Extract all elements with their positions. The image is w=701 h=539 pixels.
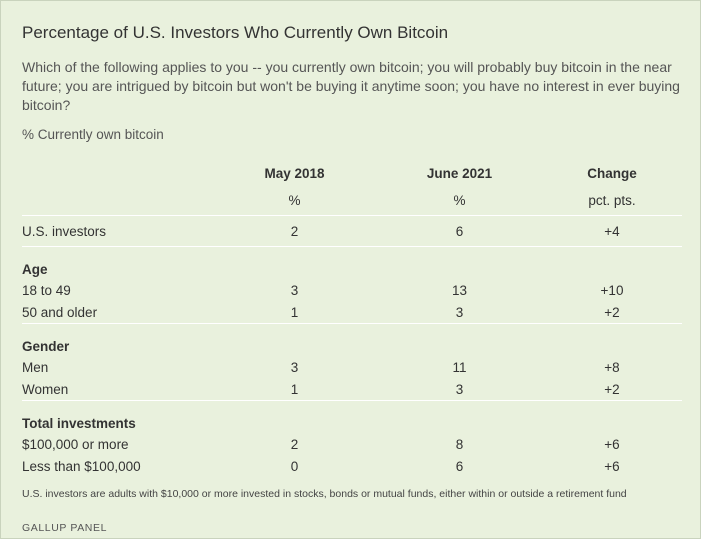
- cell-value: 1: [212, 301, 377, 324]
- cell-value: +2: [542, 301, 682, 324]
- group-header-gender: Gender: [22, 339, 70, 354]
- group-header-row: Total investments: [22, 401, 682, 434]
- table-row: 18 to 49 3 13 +10: [22, 279, 682, 301]
- header-row: May 2018 June 2021 Change: [22, 161, 682, 185]
- cell-value: 3: [377, 301, 542, 324]
- row-label: 18 to 49: [22, 282, 71, 298]
- unit-row: % % pct. pts.: [22, 185, 682, 216]
- survey-question: Which of the following applies to you --…: [22, 59, 680, 113]
- unit-may-2018: %: [212, 185, 377, 216]
- table-row: Less than $100,000 0 6 +6: [22, 455, 682, 477]
- cell-value: 13: [451, 282, 468, 298]
- row-label: Men: [22, 359, 49, 375]
- row-label: Women: [22, 378, 212, 401]
- group-header-row: Gender: [22, 324, 682, 357]
- row-label: $100,000 or more: [22, 436, 129, 452]
- table-row: U.S. investors 2 6 +4: [22, 215, 682, 247]
- row-label: Less than $100,000: [22, 458, 141, 474]
- cell-value: 3: [290, 282, 299, 298]
- unit-empty: [22, 185, 212, 216]
- column-header-may-2018: May 2018: [264, 165, 325, 181]
- cell-value: 2: [290, 436, 299, 452]
- source-label: GALLUP PANEL: [22, 522, 108, 534]
- cell-value: +2: [542, 378, 682, 401]
- group-header-total-investments: Total investments: [22, 416, 136, 431]
- table-subtitle: % Currently own bitcoin: [22, 127, 164, 142]
- data-table-container: May 2018 June 2021 Change % % pct. pts. …: [22, 161, 682, 477]
- table-row: Men 3 11 +8: [22, 356, 682, 378]
- cell-value: 6: [455, 458, 464, 474]
- table-row: 50 and older 1 3 +2: [22, 301, 682, 324]
- cell-value: 0: [290, 458, 299, 474]
- cell-value: +10: [600, 282, 624, 298]
- table-row: $100,000 or more 2 8 +6: [22, 433, 682, 455]
- group-header-row: Age: [22, 247, 682, 280]
- column-header-june-2021: June 2021: [426, 165, 493, 181]
- page-title: Percentage of U.S. Investors Who Current…: [22, 23, 449, 42]
- table-row: Women 1 3 +2: [22, 378, 682, 401]
- cell-value: 3: [290, 359, 299, 375]
- footnote: U.S. investors are adults with $10,000 o…: [22, 488, 627, 500]
- cell-value: +4: [542, 215, 682, 247]
- column-header-change: Change: [587, 165, 637, 181]
- cell-value: +6: [604, 436, 620, 452]
- cell-value: +6: [604, 458, 620, 474]
- cell-value: 11: [452, 359, 467, 375]
- row-label: 50 and older: [22, 301, 212, 324]
- unit-change: pct. pts.: [542, 185, 682, 216]
- unit-june-2021: %: [377, 185, 542, 216]
- cell-value: 2: [212, 215, 377, 247]
- cell-value: 3: [377, 378, 542, 401]
- group-header-age: Age: [22, 262, 48, 277]
- header-empty: [22, 161, 212, 185]
- cell-value: 1: [212, 378, 377, 401]
- cell-value: 8: [455, 436, 464, 452]
- cell-value: +8: [604, 359, 620, 375]
- data-table: May 2018 June 2021 Change % % pct. pts. …: [22, 161, 682, 477]
- row-label: U.S. investors: [22, 215, 212, 247]
- cell-value: 6: [377, 215, 542, 247]
